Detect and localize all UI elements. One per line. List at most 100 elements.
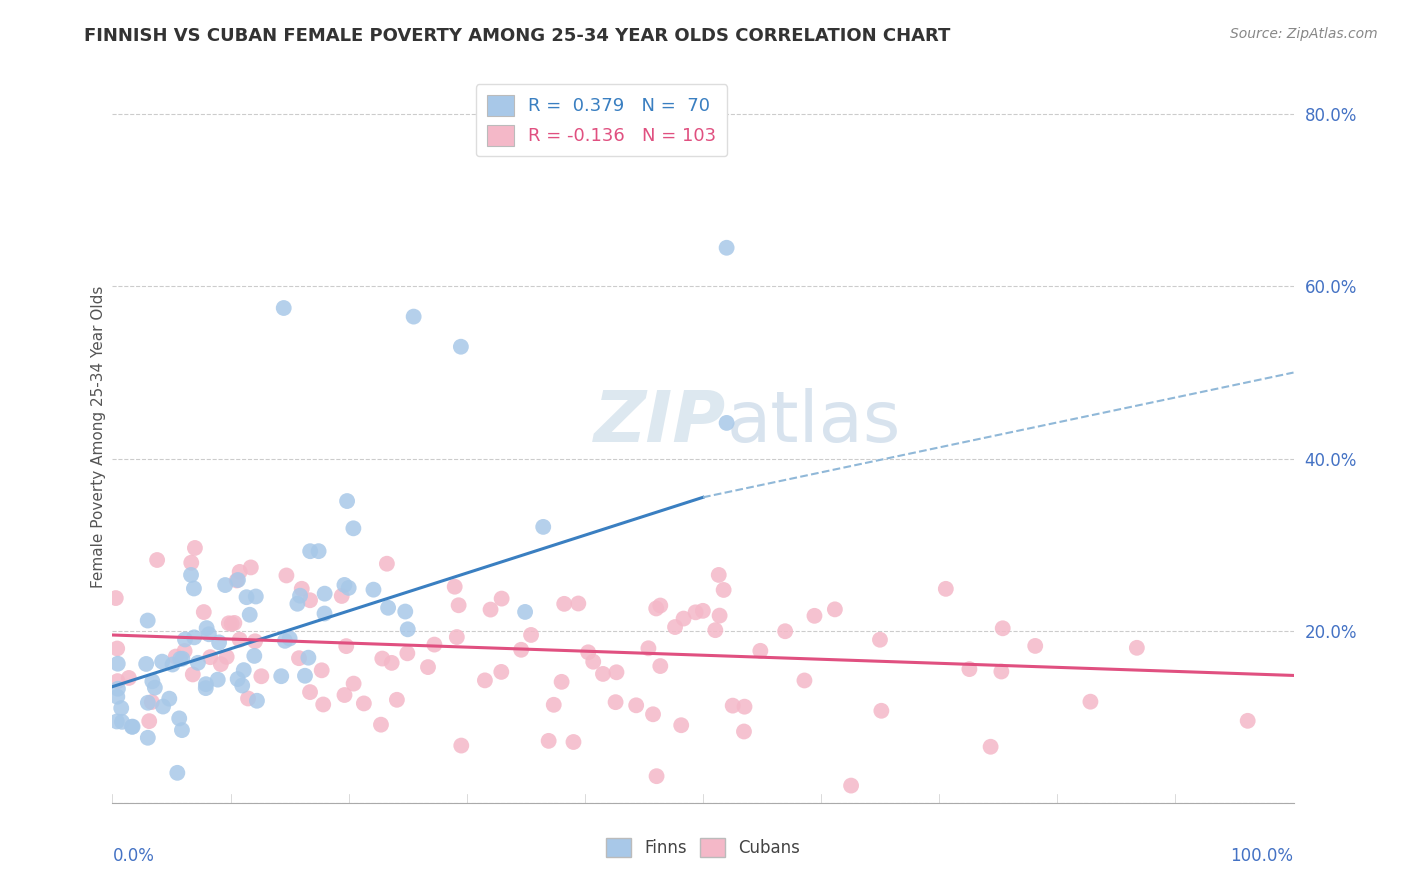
- Point: [173, 644, 195, 658]
- Point: [582, 655, 605, 669]
- Point: [239, 607, 262, 622]
- Point: [200, 650, 222, 665]
- Point: [180, 556, 202, 570]
- Point: [294, 669, 316, 683]
- Point: [232, 663, 254, 677]
- Point: [474, 673, 496, 688]
- Point: [370, 717, 392, 731]
- Point: [276, 568, 298, 582]
- Point: [562, 735, 585, 749]
- Point: [672, 611, 695, 625]
- Point: [839, 779, 862, 793]
- Point: [297, 650, 319, 665]
- Point: [402, 310, 425, 324]
- Point: [363, 582, 385, 597]
- Y-axis label: Female Poverty Among 25-34 Year Olds: Female Poverty Among 25-34 Year Olds: [91, 286, 105, 588]
- Point: [105, 714, 128, 729]
- Point: [869, 632, 891, 647]
- Point: [443, 580, 465, 594]
- Point: [288, 589, 311, 603]
- Point: [299, 593, 322, 607]
- Point: [650, 599, 672, 613]
- Point: [225, 574, 247, 588]
- Point: [121, 720, 143, 734]
- Point: [169, 652, 191, 666]
- Point: [1024, 639, 1046, 653]
- Point: [299, 685, 322, 699]
- Point: [377, 600, 399, 615]
- Text: 100.0%: 100.0%: [1230, 847, 1294, 864]
- Point: [141, 674, 163, 689]
- Point: [980, 739, 1002, 754]
- Point: [537, 734, 560, 748]
- Point: [605, 695, 627, 709]
- Point: [311, 663, 333, 677]
- Point: [167, 711, 190, 725]
- Point: [491, 665, 513, 679]
- Point: [396, 622, 419, 636]
- Point: [734, 699, 756, 714]
- Point: [685, 605, 707, 619]
- Point: [870, 704, 893, 718]
- Point: [150, 655, 173, 669]
- Point: [314, 607, 336, 621]
- Point: [157, 691, 180, 706]
- Point: [312, 698, 335, 712]
- Point: [105, 641, 128, 656]
- Point: [245, 590, 267, 604]
- Point: [333, 578, 356, 592]
- Point: [394, 605, 416, 619]
- Point: [664, 620, 686, 634]
- Point: [207, 673, 229, 687]
- Point: [243, 634, 266, 648]
- Point: [704, 623, 727, 637]
- Point: [162, 657, 184, 672]
- Point: [385, 693, 408, 707]
- Point: [165, 649, 187, 664]
- Point: [195, 621, 218, 635]
- Point: [375, 557, 398, 571]
- Point: [136, 614, 159, 628]
- Point: [104, 591, 127, 605]
- Point: [166, 765, 188, 780]
- Point: [707, 568, 730, 582]
- Point: [513, 605, 536, 619]
- Point: [991, 621, 1014, 635]
- Point: [143, 681, 166, 695]
- Point: [553, 597, 575, 611]
- Point: [121, 720, 143, 734]
- Point: [141, 695, 163, 709]
- Point: [152, 699, 174, 714]
- Point: [226, 573, 249, 587]
- Text: Source: ZipAtlas.com: Source: ZipAtlas.com: [1230, 27, 1378, 41]
- Point: [170, 723, 193, 738]
- Text: ZIP: ZIP: [595, 388, 727, 457]
- Point: [228, 565, 250, 579]
- Point: [226, 672, 249, 686]
- Point: [288, 651, 311, 665]
- Point: [274, 633, 297, 648]
- Point: [543, 698, 565, 712]
- Point: [803, 608, 825, 623]
- Point: [592, 667, 614, 681]
- Point: [183, 631, 205, 645]
- Point: [107, 681, 129, 696]
- Point: [107, 657, 129, 671]
- Point: [709, 608, 731, 623]
- Point: [228, 632, 250, 647]
- Point: [146, 553, 169, 567]
- Point: [136, 696, 159, 710]
- Point: [183, 582, 205, 596]
- Point: [236, 691, 259, 706]
- Point: [749, 644, 772, 658]
- Point: [174, 632, 197, 647]
- Point: [450, 340, 472, 354]
- Point: [645, 601, 668, 615]
- Point: [208, 635, 231, 649]
- Point: [135, 657, 157, 671]
- Point: [273, 301, 295, 315]
- Point: [172, 651, 194, 665]
- Point: [278, 632, 301, 646]
- Point: [716, 416, 738, 430]
- Point: [773, 624, 796, 639]
